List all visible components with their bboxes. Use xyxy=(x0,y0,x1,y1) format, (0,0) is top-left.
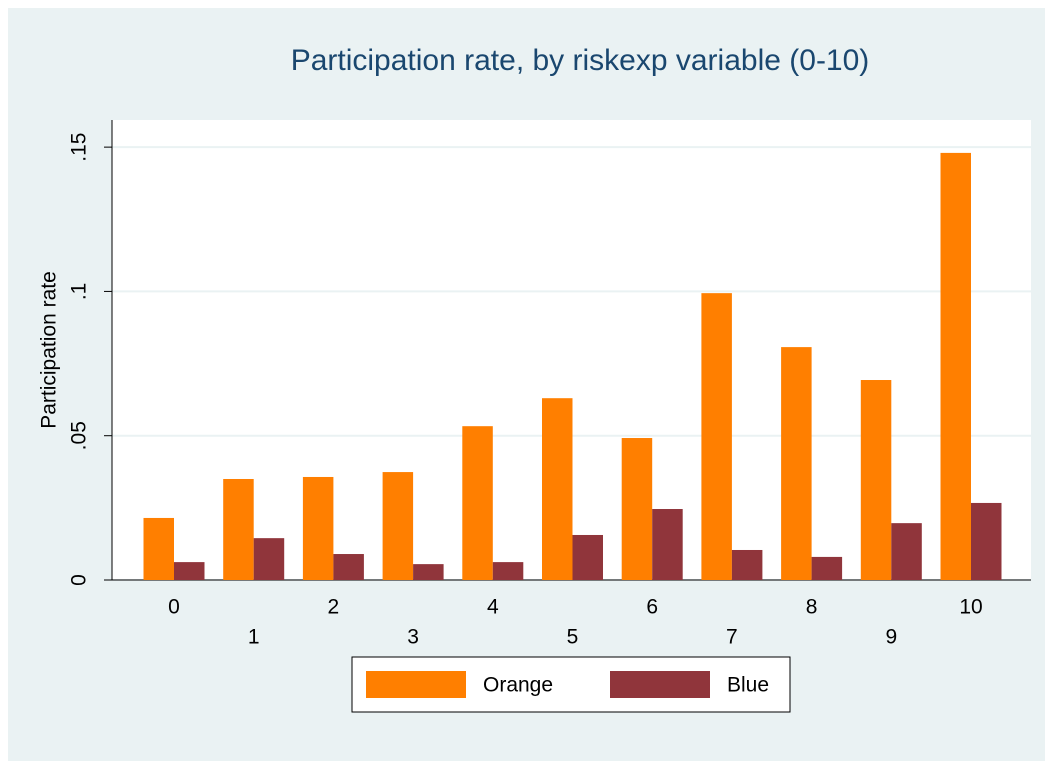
legend-swatch xyxy=(366,671,466,698)
bar xyxy=(462,426,493,580)
bar xyxy=(223,478,254,580)
bar xyxy=(143,517,174,580)
bar xyxy=(940,152,971,580)
bar xyxy=(891,523,922,580)
bar xyxy=(302,476,334,580)
bar xyxy=(781,347,812,580)
x-tick-label: 9 xyxy=(885,626,897,649)
bar xyxy=(542,398,573,580)
x-tick-label: 1 xyxy=(248,626,260,649)
y-axis-label: Participation rate xyxy=(38,271,61,429)
bar xyxy=(701,293,732,580)
bar xyxy=(572,534,603,580)
bar xyxy=(621,438,653,580)
bar xyxy=(382,472,414,580)
legend-label: Blue xyxy=(727,674,769,697)
x-tick-label: 5 xyxy=(567,626,579,649)
x-tick-label: 6 xyxy=(646,596,658,619)
bar xyxy=(253,538,285,580)
y-tick-label: .1 xyxy=(68,283,91,301)
bar xyxy=(811,556,843,580)
bar xyxy=(971,502,1002,580)
bar xyxy=(174,562,205,580)
x-tick-label: 4 xyxy=(487,596,499,619)
x-tick-label: 8 xyxy=(806,596,818,619)
x-tick-label: 2 xyxy=(328,596,340,619)
y-tick-label: 0 xyxy=(68,574,91,586)
bar xyxy=(652,509,683,580)
y-tick-label: .05 xyxy=(68,421,91,450)
legend-swatch xyxy=(610,671,710,698)
chart-title: Participation rate, by riskexp variable … xyxy=(291,44,870,77)
bar xyxy=(333,554,364,580)
legend-label: Orange xyxy=(483,674,553,697)
bar xyxy=(731,549,763,580)
x-tick-label: 3 xyxy=(407,626,419,649)
x-tick-label: 10 xyxy=(959,596,982,619)
x-tick-label: 7 xyxy=(726,626,738,649)
y-tick-label: .15 xyxy=(68,133,91,162)
bar xyxy=(860,380,892,580)
bar xyxy=(492,562,524,580)
bar xyxy=(413,564,444,580)
x-tick-label: 0 xyxy=(168,596,180,619)
